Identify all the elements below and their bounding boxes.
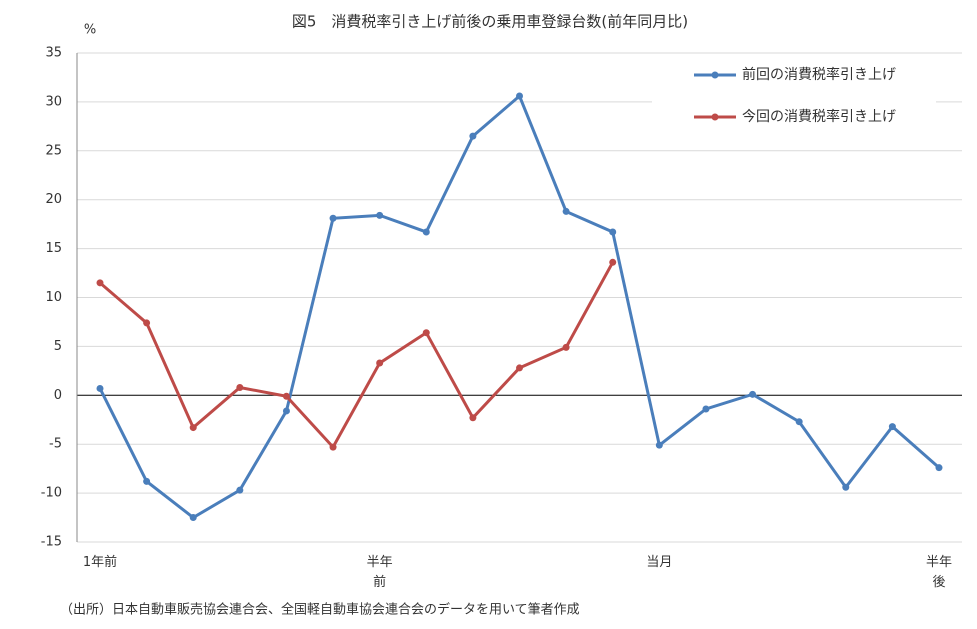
data-point: [469, 414, 477, 422]
data-point: [422, 329, 430, 337]
data-point: [189, 514, 197, 522]
data-point: [469, 132, 477, 140]
y-tick-label: 5: [54, 339, 62, 354]
data-point: [376, 359, 384, 367]
data-point: [609, 258, 617, 266]
data-point: [282, 392, 290, 400]
source-note: （出所）日本自動車販売協会連合会、全国軽自動車協会連合会のデータを用いて筆者作成: [60, 602, 580, 618]
legend-label: 前回の消費税率引き上げ: [742, 66, 896, 83]
data-point: [655, 441, 663, 449]
data-point: [143, 477, 151, 485]
data-point: [422, 228, 430, 236]
data-point: [376, 211, 384, 219]
y-tick-label: 25: [45, 143, 62, 158]
data-point: [702, 405, 710, 413]
data-point: [609, 228, 617, 236]
legend-marker: [711, 113, 719, 121]
data-point: [329, 443, 337, 451]
data-point: [96, 384, 104, 392]
data-point: [189, 424, 197, 432]
series-line: [99, 261, 615, 450]
legend-label: 今回の消費税率引き上げ: [742, 108, 896, 125]
chart-title: 図5 消費税率引き上げ前後の乗用車登録台数(前年同月比): [292, 13, 688, 31]
data-point: [282, 407, 290, 415]
data-point: [562, 207, 570, 215]
x-tick-label: 当月: [646, 555, 672, 570]
y-tick-label: -5: [49, 437, 62, 452]
data-point: [888, 423, 896, 431]
y-tick-label: 20: [45, 192, 62, 207]
data-point: [562, 343, 570, 351]
y-tick-label: 15: [45, 241, 62, 256]
y-tick-label: -15: [41, 535, 62, 550]
data-point: [516, 92, 523, 100]
data-point: [143, 319, 151, 327]
y-tick-label: -10: [41, 486, 62, 501]
data-point: [795, 418, 803, 426]
data-point: [516, 364, 523, 372]
data-point: [236, 486, 244, 494]
x-tick-label: 1年前: [83, 554, 117, 570]
y-tick-label: 10: [45, 290, 62, 305]
x-tick-label: 半年前: [367, 555, 393, 590]
x-tick-label: 半年後: [926, 555, 952, 590]
y-tick-label: 30: [45, 94, 62, 109]
series-line: [98, 93, 940, 520]
data-point: [96, 279, 104, 287]
data-point: [842, 483, 850, 491]
data-point: [749, 390, 757, 398]
legend-marker: [711, 71, 719, 79]
data-point: [935, 464, 943, 472]
y-tick-label: 35: [45, 46, 62, 61]
y-axis-label: %: [84, 23, 96, 38]
data-point: [329, 214, 337, 222]
data-point: [236, 383, 244, 391]
y-tick-label: 0: [54, 388, 62, 403]
